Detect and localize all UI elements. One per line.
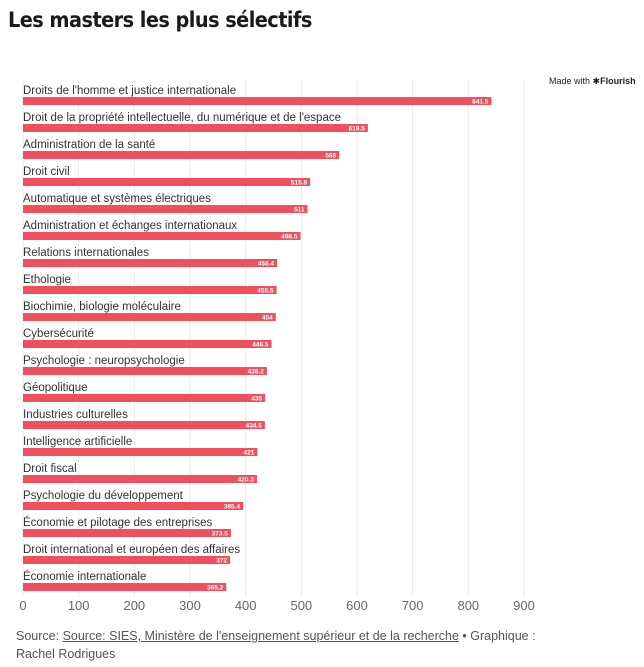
source-link[interactable]: Source: SIES, Ministère de l'enseignemen… <box>62 629 459 643</box>
value-label: 365.2 <box>207 585 224 592</box>
category-label: Droit international et européen des affa… <box>23 544 240 556</box>
value-label: 438.2 <box>248 369 265 376</box>
value-label: 841.5 <box>472 99 489 106</box>
category-label: Relations internationales <box>23 247 149 259</box>
made-with-text: Made with <box>549 76 591 86</box>
bar <box>23 529 231 537</box>
bar <box>23 124 368 132</box>
category-label: Psychologie : neuropsychologie <box>23 355 185 367</box>
x-tick-label: 500 <box>290 598 312 613</box>
bar <box>23 502 244 510</box>
flourish-credit[interactable]: Made with ✱Flourish <box>549 76 636 87</box>
category-label: Droit fiscal <box>23 463 77 475</box>
value-label: 568 <box>325 153 336 160</box>
x-tick-label: 900 <box>513 598 535 613</box>
value-label: 498.5 <box>281 234 298 241</box>
bar <box>23 259 278 267</box>
value-label: 619.5 <box>349 126 366 133</box>
category-label: Ethologie <box>23 274 71 286</box>
category-label: Automatique et systèmes électriques <box>23 193 211 205</box>
value-label: 515.8 <box>291 180 308 187</box>
bar <box>23 583 227 591</box>
x-tick-label: 800 <box>457 598 479 613</box>
bar <box>23 286 277 294</box>
x-tick-label: 400 <box>235 598 257 613</box>
bar <box>23 556 231 564</box>
x-tick-label: 0 <box>19 598 26 613</box>
value-label: 421 <box>243 450 254 457</box>
graphic-credit: • Graphique : Rachel Rodrigues <box>16 629 536 661</box>
bar <box>23 313 276 321</box>
bar <box>23 394 266 402</box>
x-tick-label: 600 <box>346 598 368 613</box>
category-label: Droit de la propriété intellectuelle, du… <box>23 112 341 124</box>
bar <box>23 448 258 456</box>
category-label: Droits de l'homme et justice internation… <box>23 85 236 97</box>
x-tick-label: 300 <box>179 598 201 613</box>
value-label: 455.5 <box>257 288 274 295</box>
value-label: 420.3 <box>238 477 255 484</box>
value-label: 434.5 <box>246 423 263 430</box>
value-label: 456.4 <box>258 261 275 268</box>
value-label: 446.5 <box>252 342 269 349</box>
category-label: Cybersécurité <box>23 328 94 340</box>
category-label: Économie internationale <box>23 570 146 583</box>
bar <box>23 205 308 213</box>
bar <box>23 232 301 240</box>
value-label: 435 <box>251 396 262 403</box>
value-label: 372 <box>216 558 227 565</box>
bar <box>23 151 340 159</box>
category-label: Droit civil <box>23 166 70 178</box>
value-label: 373.5 <box>212 531 229 538</box>
bar <box>23 475 257 483</box>
bar-chart: Droits de l'homme et justice internation… <box>19 80 535 613</box>
x-tick-label: 700 <box>402 598 424 613</box>
bar <box>23 178 311 186</box>
category-label: Biochimie, biologie moléculaire <box>23 301 181 313</box>
category-label: Intelligence artificielle <box>23 436 132 448</box>
category-label: Psychologie du développement <box>23 490 184 502</box>
category-label: Géopolitique <box>23 382 88 394</box>
x-tick-label: 100 <box>68 598 90 613</box>
value-label: 511 <box>294 207 305 214</box>
bar <box>23 340 272 348</box>
bar <box>23 421 265 429</box>
value-label: 454 <box>262 315 273 322</box>
category-label: Économie et pilotage des entreprises <box>23 516 212 529</box>
flourish-logo: ✱Flourish <box>592 76 636 86</box>
category-label: Industries culturelles <box>23 409 128 421</box>
chart-footer: Source: Source: SIES, Ministère de l'ens… <box>16 627 556 663</box>
category-label: Administration et échanges internationau… <box>23 220 237 232</box>
bar <box>23 97 492 105</box>
chart-title: Les masters les plus sélectifs <box>8 8 312 32</box>
x-tick-label: 200 <box>123 598 145 613</box>
category-label: Administration de la santé <box>23 139 155 151</box>
source-prefix: Source: <box>16 629 63 643</box>
value-label: 395.4 <box>224 504 241 511</box>
bar <box>23 367 267 375</box>
